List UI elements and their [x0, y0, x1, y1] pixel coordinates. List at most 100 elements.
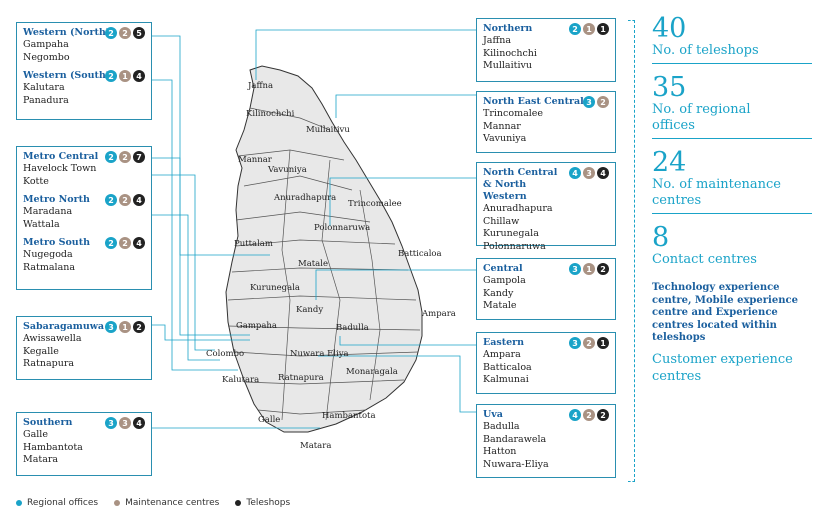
- count-badges: 2 2 5: [105, 27, 145, 39]
- maintenance-count-badge: 1: [583, 23, 595, 35]
- map-label: Kurunegala: [250, 283, 300, 293]
- regional-count-badge: 2: [105, 27, 117, 39]
- region-name: Central: [483, 263, 523, 274]
- connector-lines: [152, 29, 476, 429]
- map-label: Kilinochchi: [246, 109, 295, 119]
- town-name: Kotte: [23, 175, 49, 187]
- town-name: Ratmalana: [23, 261, 76, 273]
- region-name: Western (South): [23, 70, 111, 81]
- town-name: Ratnapura: [23, 358, 75, 369]
- region-metro-south: Metro South 2 2 4 Nugegoda Ratmalana: [23, 237, 145, 274]
- legend-regional: Regional offices: [16, 498, 98, 508]
- stats-bracket: [628, 20, 635, 482]
- region-name: Metro South: [23, 237, 90, 248]
- maintenance-count-badge: 2: [119, 151, 131, 163]
- teleshop-count-badge: 4: [597, 167, 609, 179]
- town-name: Gampola: [483, 275, 526, 286]
- town-name: Hatton: [483, 446, 517, 457]
- map-label: Ampara: [421, 309, 456, 319]
- regional-dot-icon: [16, 500, 22, 506]
- map-label: Batticaloa: [398, 249, 442, 259]
- region-box-western: Western (North) 2 2 5 Gampaha Negombo We…: [16, 22, 152, 120]
- region-uva: Uva 4 2 2 Badulla Bandarawela Hatton Nuw…: [483, 409, 609, 471]
- island-outline: [225, 65, 423, 433]
- maintenance-count-badge: 3: [119, 417, 131, 429]
- region-metro-north: Metro North 2 2 4 Maradana Wattala: [23, 194, 145, 231]
- maintenance-count-badge: 1: [583, 263, 595, 275]
- region-northern: Northern 2 1 1 Jaffna Kilinochchi Mullai…: [483, 23, 609, 73]
- town-name: Matale: [483, 300, 517, 311]
- count-badges: 2 2 4: [105, 237, 145, 249]
- region-central: Central 3 1 2 Gampola Kandy Matale: [483, 263, 609, 313]
- map-label: Mullaitivu: [306, 125, 350, 135]
- maintenance-count-badge: 1: [119, 321, 131, 333]
- stat-label: Contact centres: [652, 252, 757, 267]
- regional-count-badge: 4: [569, 409, 581, 421]
- regional-count-badge: 2: [105, 70, 117, 82]
- regional-count-badge: 2: [105, 237, 117, 249]
- town-name: Polonnaruwa: [483, 240, 546, 252]
- map-label: Galle: [258, 415, 280, 425]
- region-name: Uva: [483, 409, 503, 420]
- regional-count-badge: 3: [569, 337, 581, 349]
- legend-teleshops: Teleshops: [235, 498, 290, 508]
- stat-teleshops: 40 No. of teleshops: [652, 15, 812, 64]
- town-name: Mannar: [483, 120, 521, 132]
- town-name: Kurunegala: [483, 228, 539, 239]
- town-name: Hambantota: [23, 441, 83, 453]
- town-name: Panadura: [23, 94, 69, 106]
- map-label: Monaragala: [346, 367, 398, 377]
- experience-centres-note: Technology experience centre, Mobile exp…: [652, 282, 798, 343]
- map-label: Badulla: [336, 323, 369, 333]
- town-name: Bandarawela: [483, 433, 547, 445]
- maintenance-dot-icon: [114, 500, 121, 506]
- region-north-central-north-western: North Central & North Western 4 3 4 Anur…: [483, 167, 609, 253]
- stat-value: 24: [652, 147, 687, 178]
- town-name: Trincomalee: [483, 108, 544, 119]
- region-box-north-east-central: North East Central 3 2 Trincomalee Manna…: [476, 91, 616, 153]
- town-name: Nuwara-Eliya: [483, 458, 549, 470]
- legend-label: Maintenance centres: [125, 498, 220, 508]
- count-badges: 3 1 2: [569, 263, 609, 275]
- maintenance-count-badge: 2: [119, 27, 131, 39]
- map-label: Jaffna: [247, 81, 273, 91]
- region-sabaragamuwa: Sabaragamuwa 3 1 2 Awissawella Kegalle R…: [23, 321, 145, 371]
- regional-count-badge: 3: [105, 417, 117, 429]
- regional-count-badge: 3: [569, 263, 581, 275]
- teleshop-dot-icon: [235, 500, 242, 506]
- town-name: Havelock Town: [23, 163, 97, 174]
- town-name: Badulla: [483, 421, 520, 432]
- region-name: North East Central: [483, 96, 584, 107]
- legend-maintenance: Maintenance centres: [114, 498, 219, 508]
- stat-label: No. of teleshops: [652, 43, 759, 58]
- region-box-north-central: North Central & North Western 4 3 4 Anur…: [476, 162, 616, 252]
- customer-experience-centres-label: Customer experience centres: [652, 351, 793, 384]
- town-name: Wattala: [23, 218, 60, 230]
- teleshop-count-badge: 4: [133, 70, 145, 82]
- maintenance-count-badge: 3: [583, 167, 595, 179]
- map-label: Puttalam: [234, 239, 273, 249]
- town-name: Chillaw: [483, 215, 520, 227]
- map-label: Kandy: [296, 305, 323, 315]
- town-name: Awissawella: [23, 333, 82, 344]
- stat-value: 8: [652, 222, 670, 253]
- maintenance-count-badge: 2: [583, 337, 595, 349]
- region-box-northern: Northern 2 1 1 Jaffna Kilinochchi Mullai…: [476, 18, 616, 82]
- town-name: Batticaloa: [483, 361, 532, 373]
- legend-label: Teleshops: [246, 498, 291, 508]
- count-badges: 2 1 1: [569, 23, 609, 35]
- region-box-central: Central 3 1 2 Gampola Kandy Matale: [476, 258, 616, 320]
- map-label: Colombo: [206, 349, 244, 359]
- region-box-southern: Southern 3 3 4 Galle Hambantota Matara: [16, 412, 152, 476]
- region-name: Metro Central: [23, 151, 99, 162]
- map-label: Matara: [300, 441, 331, 451]
- region-name: Southern: [23, 417, 73, 428]
- stat-label: No. of regional offices: [652, 102, 751, 133]
- maintenance-count-badge: 2: [119, 194, 131, 206]
- count-badges: 4 2 2: [569, 409, 609, 421]
- town-name: Kalutara: [23, 82, 65, 93]
- count-badges: 3 2: [583, 96, 609, 108]
- region-name: Metro North: [23, 194, 90, 205]
- teleshop-count-badge: 4: [133, 417, 145, 429]
